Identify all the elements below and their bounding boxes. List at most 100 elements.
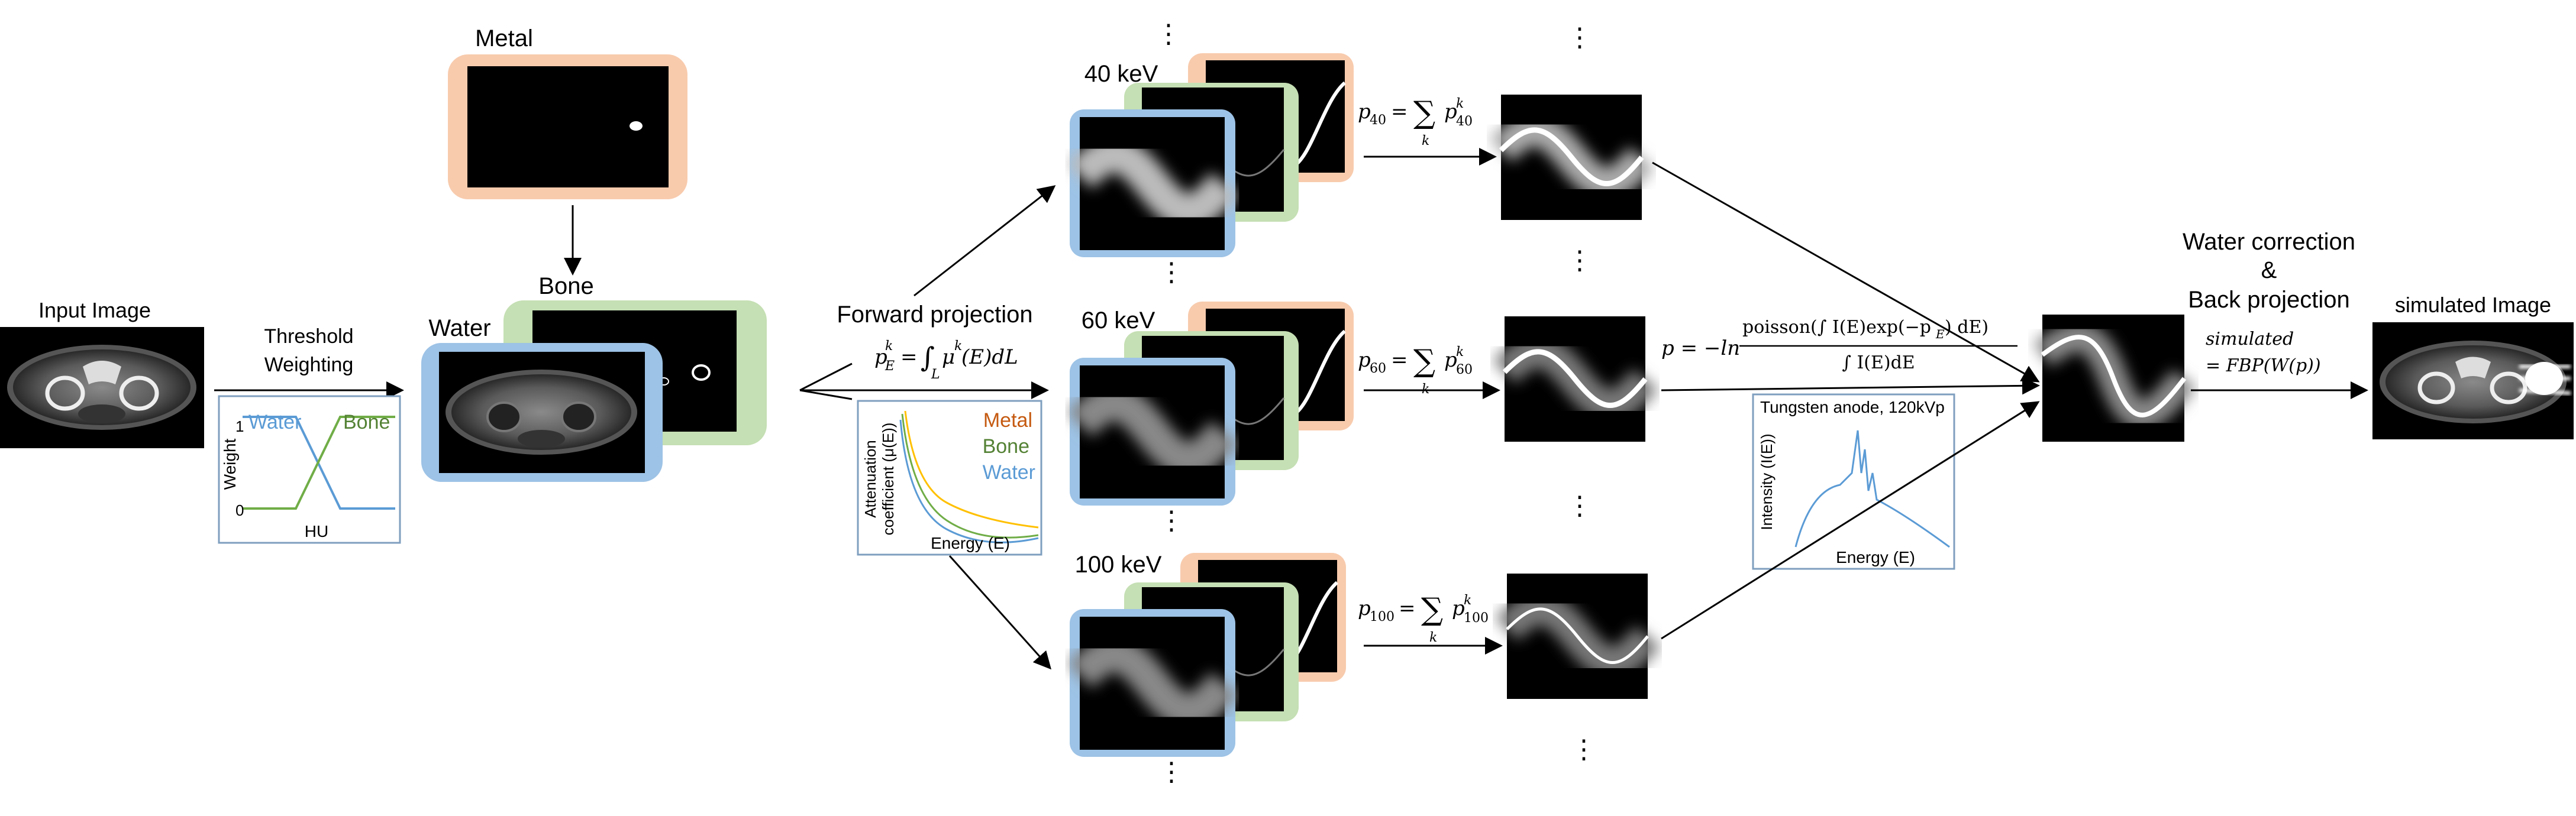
svg-text:60: 60	[1370, 361, 1386, 376]
svg-text:=: =	[1399, 597, 1416, 620]
sinogram-ellipsis-top: ⋮	[1567, 491, 1593, 521]
stack-ellipsis-bottom: ⋮	[1158, 257, 1184, 287]
svg-text:∫ I(E)dE: ∫ I(E)dE	[1842, 352, 1915, 373]
arrow-to-40kev	[913, 185, 1056, 297]
spectrum-plot: Tungsten anode, 120kVp Intensity (I(E)) …	[1752, 393, 1955, 570]
svg-text:poisson(∫ I(E)exp(−p: poisson(∫ I(E)exp(−p	[1742, 317, 1931, 338]
svg-text:simulated: simulated	[2206, 329, 2294, 349]
ampersand-label: &	[2261, 257, 2277, 283]
sinogram-ellipsis-bottom: ⋮	[1571, 734, 1597, 765]
hu-xlabel: HU	[305, 522, 328, 540]
energy-stack-60kev: 60 keV⋮p60=∑kpk60⋮	[1067, 245, 1658, 536]
back-projection-label: Back projection	[2188, 287, 2349, 313]
water-sinogram-glow	[1067, 137, 1239, 229]
spectrum-curve	[1794, 430, 1950, 548]
arrow-to-100kev	[948, 555, 1052, 670]
att-legend-bone: Bone	[983, 435, 1029, 458]
svg-text:p: p	[1358, 348, 1371, 372]
svg-text:∑: ∑	[1413, 95, 1435, 131]
legend-water: Water	[248, 411, 301, 433]
combined-sinogram-60	[1493, 316, 1658, 442]
svg-text:p = −ln: p = −ln	[1661, 336, 1740, 360]
svg-text:k: k	[885, 339, 893, 354]
svg-text:k: k	[1456, 345, 1464, 360]
spectrum-title: Tungsten anode, 120kVp	[1760, 398, 1945, 416]
fbp-equation: simulated = FBP(W(p))	[2206, 329, 2321, 376]
svg-text:=: =	[1391, 348, 1408, 372]
svg-text:E: E	[1935, 327, 1945, 341]
bone-weight-curve	[243, 416, 395, 510]
simulated-ct-image	[2372, 322, 2574, 439]
metal-sinogram-trace	[1293, 81, 1347, 167]
water-sinogram-glow	[1067, 636, 1239, 729]
forward-projection-title: Forward projection	[837, 302, 1032, 328]
input-ct-image	[0, 327, 204, 448]
branch-down	[799, 389, 853, 400]
svg-text:=: =	[900, 345, 918, 369]
svg-text:p: p	[1452, 597, 1465, 620]
attenuation-plot: Metal Bone Water Attenuation coefficient…	[857, 400, 1042, 556]
svg-text:k: k	[1456, 96, 1464, 111]
att-xlabel: Energy (E)	[931, 534, 1010, 552]
svg-text:=: =	[1391, 100, 1408, 124]
final-sinogram	[2033, 315, 2196, 442]
spectrum-ylabel: Intensity (I(E))	[1758, 433, 1776, 530]
svg-text:k: k	[954, 339, 962, 354]
energy-label-40: 40 keV	[1084, 61, 1158, 87]
svg-text:∑: ∑	[1421, 592, 1443, 627]
metal-sinogram-trace	[1293, 329, 1347, 416]
weight-ytick-bottom: 0	[235, 501, 244, 519]
water-label: Water	[428, 315, 490, 341]
input-image-label: Input Image	[38, 298, 151, 322]
svg-text:k: k	[1464, 593, 1471, 608]
energy-label-60: 60 keV	[1082, 307, 1155, 333]
svg-text:∫: ∫	[921, 341, 935, 373]
metal-label: Metal	[475, 25, 533, 51]
svg-text:p: p	[1358, 597, 1371, 620]
combined-sinogram-40	[1489, 95, 1655, 220]
svg-text:(E)dL: (E)dL	[961, 345, 1018, 369]
att-legend-water: Water	[983, 461, 1035, 484]
bone-label: Bone	[538, 273, 593, 299]
line-60-to-final	[1661, 377, 2040, 395]
water-correction-label: Water correction	[2183, 229, 2355, 255]
threshold-weighting-plot: Water Bone 1 0 Weight HU	[218, 395, 401, 544]
line-40-to-final	[1652, 161, 2040, 383]
metal-mask-image	[448, 54, 687, 199]
weighting-label: Weighting	[264, 354, 354, 376]
svg-text:40: 40	[1370, 113, 1386, 128]
svg-text:p: p	[1444, 100, 1457, 124]
forward-projection-equation: p k E = ∫ L μ k (E)dL	[874, 339, 1018, 382]
svg-text:= FBP(W(p)): = FBP(W(p))	[2206, 355, 2321, 376]
legend-bone: Bone	[343, 411, 390, 433]
svg-text:p: p	[1444, 348, 1457, 372]
svg-text:k: k	[1429, 630, 1437, 645]
svg-text:L: L	[931, 367, 940, 382]
att-ylabel-2: coefficient (μ(E))	[879, 423, 897, 536]
svg-text:μ: μ	[942, 345, 955, 369]
svg-text:100: 100	[1464, 611, 1489, 626]
svg-text:40: 40	[1456, 114, 1473, 129]
branch-up	[799, 362, 853, 391]
spectrum-xlabel: Energy (E)	[1836, 548, 1915, 566]
simulated-image-label: simulated Image	[2395, 293, 2551, 317]
att-legend-metal: Metal	[983, 409, 1032, 432]
svg-text:E: E	[885, 359, 895, 374]
weight-ytick-top: 1	[235, 417, 244, 435]
water-sinogram-glow	[1067, 385, 1239, 478]
svg-text:p: p	[1358, 100, 1371, 124]
stack-ellipsis-bottom: ⋮	[1158, 506, 1184, 536]
sinogram-ellipsis-top: ⋮	[1567, 245, 1593, 276]
svg-text:p: p	[874, 345, 887, 369]
att-ylabel-1: Attenuation	[861, 440, 879, 518]
metal-attenuation-curve	[904, 410, 1039, 529]
svg-text:) dE): ) dE)	[1945, 317, 1989, 338]
bone-attenuation-curve	[901, 413, 1039, 539]
svg-text:∑: ∑	[1413, 344, 1435, 379]
energy-label-100: 100 keV	[1075, 552, 1162, 578]
stack-ellipsis-bottom: ⋮	[1158, 757, 1184, 787]
stack-ellipsis-top: ⋮	[1155, 19, 1182, 49]
